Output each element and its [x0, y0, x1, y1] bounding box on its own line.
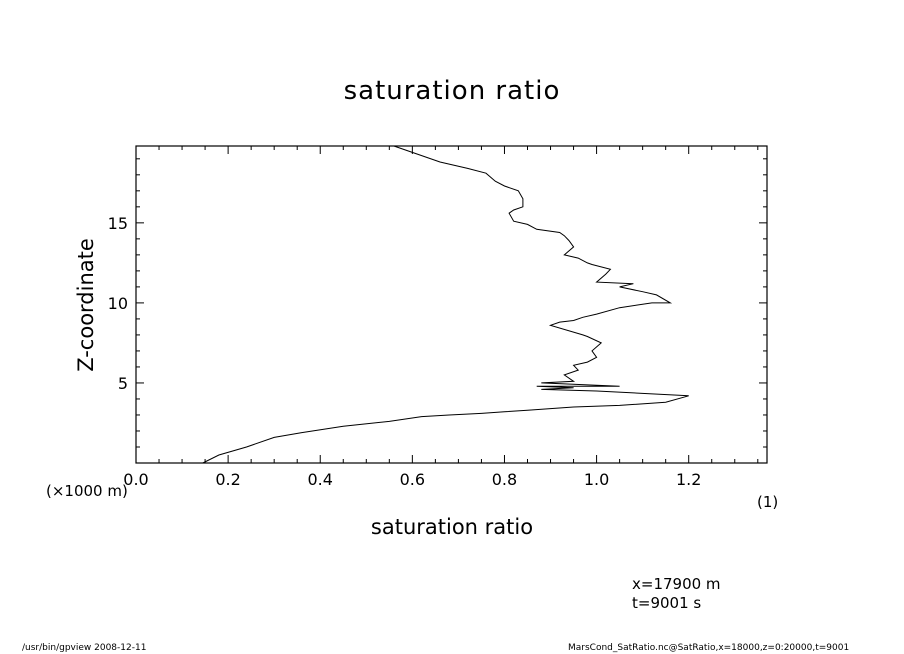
footer-right: MarsCond_SatRatio.nc@SatRatio,x=18000,z=… [568, 643, 850, 653]
axis-tick-labels: 0.0 0.2 0.4 0.6 0.8 1.0 1.2 5 10 15 [108, 214, 702, 489]
series-line-saturation-ratio [202, 145, 689, 464]
y-axis-title-group: Z-coordinate [74, 238, 98, 372]
y-tick-label: 5 [118, 374, 128, 393]
y-axis-title: Z-coordinate [74, 238, 98, 372]
x-tick-label: 0.8 [492, 470, 517, 489]
series-marker-label: (1) [757, 493, 779, 511]
y-tick-label: 15 [108, 214, 128, 233]
info-x: x=17900 m [632, 575, 721, 593]
chart-title: saturation ratio [343, 76, 561, 106]
info-box: x=17900 m t=9001 s [632, 575, 721, 613]
info-t: t=9001 s [632, 594, 702, 612]
axis-ticks [135, 146, 767, 463]
x-axis-title-text: saturation ratio [370, 515, 534, 539]
y-unit-label: (×1000 m) [46, 482, 128, 500]
plot-frame [135, 145, 768, 464]
x-tick-label: 1.0 [584, 470, 609, 489]
x-tick-label: 0.6 [400, 470, 425, 489]
y-tick-label: 10 [108, 294, 128, 313]
x-tick-label: 0.4 [308, 470, 333, 489]
x-tick-label: 0.2 [215, 470, 240, 489]
x-tick-label: 0.0 [123, 470, 148, 489]
x-tick-label: 1.2 [676, 470, 701, 489]
footer-left: /usr/bin/gpview 2008-12-11 [22, 643, 147, 653]
x-axis-title: saturation ratio [0, 515, 904, 539]
